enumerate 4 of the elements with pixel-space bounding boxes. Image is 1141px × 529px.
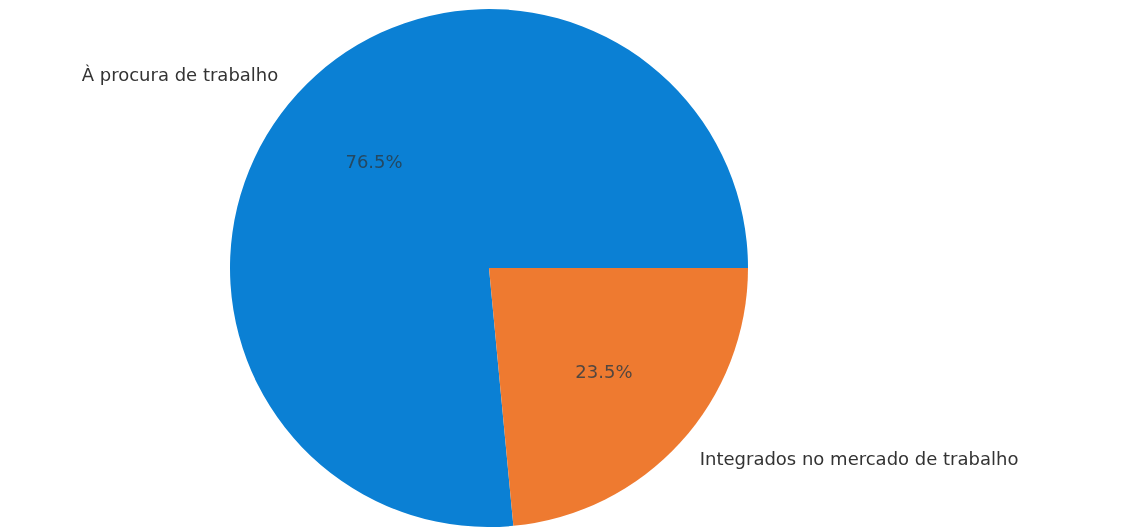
slice-label: Integrados no mercado de trabalho [699, 447, 1019, 469]
data-label: 23.5% [575, 360, 633, 382]
slice-label: À procura de trabalho [81, 64, 279, 86]
data-label: 76.5% [345, 151, 403, 173]
